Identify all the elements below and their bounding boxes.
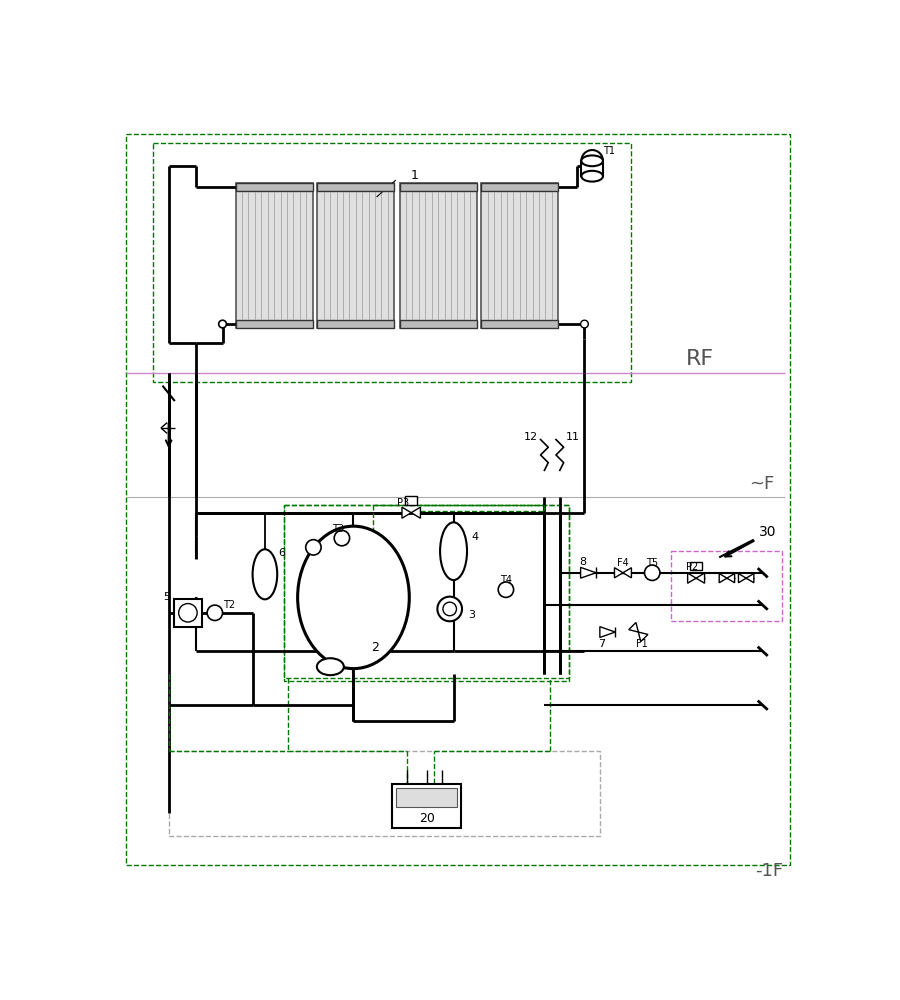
Polygon shape xyxy=(623,568,632,578)
Polygon shape xyxy=(688,573,696,583)
Circle shape xyxy=(334,530,349,546)
Circle shape xyxy=(499,582,514,597)
Text: T2: T2 xyxy=(222,600,235,610)
Ellipse shape xyxy=(317,658,344,675)
Bar xyxy=(174,599,202,627)
Bar xyxy=(284,505,569,681)
Bar xyxy=(392,784,461,828)
Polygon shape xyxy=(738,574,746,583)
Bar xyxy=(482,320,558,328)
Text: ~F: ~F xyxy=(749,475,774,493)
Circle shape xyxy=(581,150,603,172)
Text: 3: 3 xyxy=(468,610,475,620)
Text: 4: 4 xyxy=(472,532,479,542)
Bar xyxy=(400,183,477,191)
Ellipse shape xyxy=(581,155,603,166)
Bar xyxy=(482,183,558,328)
Bar xyxy=(153,143,631,382)
Polygon shape xyxy=(615,568,623,578)
Text: T5: T5 xyxy=(646,558,658,568)
Text: 30: 30 xyxy=(759,525,777,539)
Bar xyxy=(236,320,312,328)
Bar xyxy=(690,562,702,570)
Ellipse shape xyxy=(298,526,410,669)
Ellipse shape xyxy=(440,522,467,580)
Bar xyxy=(284,505,569,678)
Polygon shape xyxy=(629,622,638,632)
Circle shape xyxy=(219,320,227,328)
Text: 8: 8 xyxy=(580,557,587,567)
Text: P2: P2 xyxy=(686,562,698,572)
Circle shape xyxy=(580,320,589,328)
Ellipse shape xyxy=(581,171,603,182)
Text: F4: F4 xyxy=(617,558,629,568)
Text: T1: T1 xyxy=(603,146,615,156)
Text: 20: 20 xyxy=(418,812,435,825)
Polygon shape xyxy=(411,507,420,518)
Text: -1F: -1F xyxy=(755,862,783,880)
Bar xyxy=(318,320,394,328)
Circle shape xyxy=(644,565,660,580)
Polygon shape xyxy=(402,507,411,518)
Circle shape xyxy=(207,605,222,620)
Ellipse shape xyxy=(253,549,277,599)
Polygon shape xyxy=(696,573,705,583)
Text: 1: 1 xyxy=(411,169,419,182)
Text: 6: 6 xyxy=(278,548,285,558)
Text: T4: T4 xyxy=(500,575,512,585)
Text: 2: 2 xyxy=(371,641,379,654)
Bar xyxy=(400,320,477,328)
Text: 12: 12 xyxy=(524,432,538,442)
Text: P3: P3 xyxy=(398,498,410,508)
Polygon shape xyxy=(599,627,616,637)
Bar xyxy=(318,183,394,191)
Bar xyxy=(236,183,312,191)
Text: 5: 5 xyxy=(163,592,170,602)
Polygon shape xyxy=(580,567,596,578)
Polygon shape xyxy=(727,574,734,583)
Polygon shape xyxy=(746,574,754,583)
Bar xyxy=(400,183,477,328)
Bar xyxy=(581,161,603,176)
Text: 11: 11 xyxy=(566,432,580,442)
Bar xyxy=(318,183,394,328)
Circle shape xyxy=(437,597,462,621)
Bar xyxy=(168,751,599,836)
Bar xyxy=(236,183,312,328)
Bar xyxy=(670,551,782,620)
Circle shape xyxy=(306,540,321,555)
Bar xyxy=(482,183,558,191)
Bar xyxy=(396,788,457,807)
Polygon shape xyxy=(638,632,648,642)
Text: 7: 7 xyxy=(598,639,605,649)
Bar xyxy=(405,496,418,505)
Polygon shape xyxy=(719,574,727,583)
Text: F1: F1 xyxy=(636,639,648,649)
Text: T3: T3 xyxy=(332,524,344,534)
Text: RF: RF xyxy=(686,349,714,369)
